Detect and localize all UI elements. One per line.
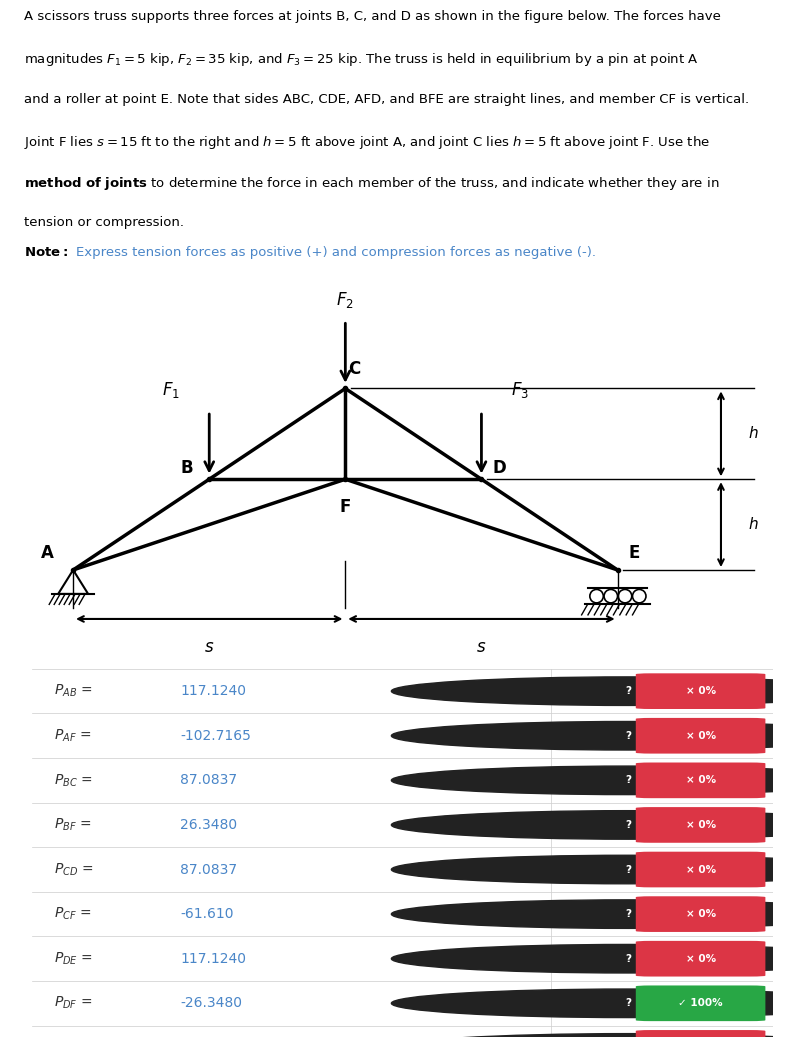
Text: $P_{CD}$ =: $P_{CD}$ = xyxy=(55,862,94,877)
Text: ?: ? xyxy=(625,909,631,919)
Text: $F_2$: $F_2$ xyxy=(336,289,354,310)
Text: D: D xyxy=(493,458,506,476)
Text: -26.3480: -26.3480 xyxy=(180,997,242,1010)
Text: $P_{AF}$ =: $P_{AF}$ = xyxy=(55,728,92,744)
Text: kip: kip xyxy=(565,952,586,965)
FancyBboxPatch shape xyxy=(636,673,766,709)
Circle shape xyxy=(391,811,805,839)
Text: × 0%: × 0% xyxy=(686,731,716,740)
Text: ?: ? xyxy=(625,820,631,830)
Text: magnitudes $F_1 = 5$ kip, $F_2 = 35$ kip, and $F_3 = 25$ kip. The truss is held : magnitudes $F_1 = 5$ kip, $F_2 = 35$ kip… xyxy=(24,52,699,68)
Circle shape xyxy=(391,1034,805,1037)
Text: E: E xyxy=(629,543,640,562)
FancyBboxPatch shape xyxy=(636,985,766,1021)
Text: C: C xyxy=(348,360,361,377)
Text: $P_{DF}$ =: $P_{DF}$ = xyxy=(55,996,93,1011)
Text: × 0%: × 0% xyxy=(686,954,716,963)
Text: $F_1$: $F_1$ xyxy=(162,381,180,400)
Circle shape xyxy=(391,766,805,794)
Circle shape xyxy=(391,900,805,928)
Text: ?: ? xyxy=(625,776,631,785)
FancyBboxPatch shape xyxy=(636,851,766,888)
Text: $\mathbf{method\ of\ joints}$ to determine the force in each member of the truss: $\mathbf{method\ of\ joints}$ to determi… xyxy=(24,174,720,192)
Text: $P_{BF}$ =: $P_{BF}$ = xyxy=(55,817,92,833)
Text: kip: kip xyxy=(565,907,586,921)
Text: kip: kip xyxy=(565,729,586,742)
Text: kip: kip xyxy=(565,774,586,787)
FancyBboxPatch shape xyxy=(636,896,766,932)
Text: $P_{CF}$ =: $P_{CF}$ = xyxy=(55,906,92,922)
FancyBboxPatch shape xyxy=(636,807,766,843)
Text: × 0%: × 0% xyxy=(686,820,716,830)
Text: × 0%: × 0% xyxy=(686,776,716,785)
Text: -61.610: -61.610 xyxy=(180,907,233,921)
Text: and a roller at point E. Note that sides ABC, CDE, AFD, and BFE are straight lin: and a roller at point E. Note that sides… xyxy=(24,92,749,106)
Text: × 0%: × 0% xyxy=(686,865,716,874)
Text: Express tension forces as positive (+) and compression forces as negative (-).: Express tension forces as positive (+) a… xyxy=(76,246,596,259)
Text: $P_{DE}$ =: $P_{DE}$ = xyxy=(55,951,93,966)
Text: 87.0837: 87.0837 xyxy=(180,863,237,876)
Text: A scissors truss supports three forces at joints B, C, and D as shown in the fig: A scissors truss supports three forces a… xyxy=(24,10,721,24)
Circle shape xyxy=(391,945,805,973)
Text: $\mathbf{Note:}$: $\mathbf{Note:}$ xyxy=(24,246,68,259)
Text: kip: kip xyxy=(565,684,586,698)
FancyBboxPatch shape xyxy=(636,718,766,754)
Text: $P_{BC}$ =: $P_{BC}$ = xyxy=(55,773,93,788)
Text: kip: kip xyxy=(565,818,586,832)
Text: tension or compression.: tension or compression. xyxy=(24,216,184,229)
Text: ?: ? xyxy=(625,954,631,963)
Text: Joint F lies $s = 15$ ft to the right and $h = 5$ ft above joint A, and joint C : Joint F lies $s = 15$ ft to the right an… xyxy=(24,134,710,150)
Circle shape xyxy=(391,856,805,884)
Text: ?: ? xyxy=(625,999,631,1008)
Text: 117.1240: 117.1240 xyxy=(180,684,246,698)
Text: $F_3$: $F_3$ xyxy=(510,381,529,400)
Text: × 0%: × 0% xyxy=(686,909,716,919)
Text: h: h xyxy=(748,426,758,442)
Text: B: B xyxy=(180,458,193,476)
Text: kip: kip xyxy=(565,863,586,876)
Text: ?: ? xyxy=(625,865,631,874)
Text: 87.0837: 87.0837 xyxy=(180,774,237,787)
Text: kip: kip xyxy=(565,997,586,1010)
Text: × 0%: × 0% xyxy=(686,686,716,696)
FancyBboxPatch shape xyxy=(636,1030,766,1037)
Circle shape xyxy=(391,989,805,1017)
Circle shape xyxy=(391,722,805,750)
Text: F: F xyxy=(340,498,351,516)
Text: 117.1240: 117.1240 xyxy=(180,952,246,965)
Text: h: h xyxy=(748,517,758,532)
Text: s: s xyxy=(477,638,485,656)
Circle shape xyxy=(391,677,805,705)
Text: $P_{AB}$ =: $P_{AB}$ = xyxy=(55,683,93,699)
Text: ?: ? xyxy=(625,686,631,696)
Text: ✓ 100%: ✓ 100% xyxy=(679,999,723,1008)
Text: A: A xyxy=(41,543,54,562)
FancyBboxPatch shape xyxy=(636,762,766,798)
Text: -102.7165: -102.7165 xyxy=(180,729,251,742)
Text: s: s xyxy=(205,638,213,656)
Text: 26.3480: 26.3480 xyxy=(180,818,237,832)
FancyBboxPatch shape xyxy=(636,941,766,977)
Text: ?: ? xyxy=(625,731,631,740)
